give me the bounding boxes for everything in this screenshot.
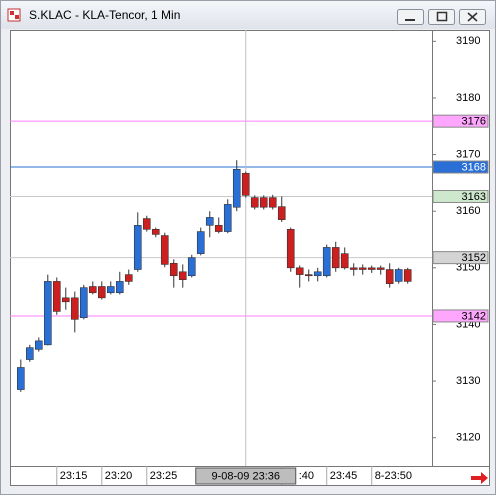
- close-button[interactable]: [459, 9, 486, 25]
- candle-body: [169, 262, 178, 277]
- price-level-badge: [432, 114, 489, 128]
- candle-body: [322, 247, 331, 277]
- price-level-label: 3152: [462, 252, 486, 264]
- candle-body: [232, 168, 241, 208]
- candle-body: [34, 340, 43, 350]
- candle-body: [214, 225, 223, 232]
- candle-body: [367, 267, 376, 270]
- candle-body: [151, 229, 160, 235]
- candle-body: [268, 197, 277, 208]
- candle-body: [187, 257, 196, 277]
- candle-body: [43, 281, 52, 346]
- candle-body: [79, 287, 88, 318]
- candle-body: [124, 274, 133, 282]
- x-tick-label: :40: [299, 470, 314, 482]
- candle-body: [403, 269, 412, 282]
- candle-body: [115, 281, 124, 294]
- candle-body: [16, 367, 25, 390]
- window-title: S.KLAC - KLA-Tencor, 1 Min: [29, 8, 180, 22]
- candle-body: [142, 218, 151, 230]
- candle-body: [358, 267, 367, 270]
- y-tick-label: 3190: [456, 35, 480, 47]
- candle-body: [250, 197, 259, 208]
- candle-body: [205, 217, 214, 226]
- candle-body: [61, 297, 70, 303]
- price-level-label: 3168: [462, 161, 486, 173]
- x-tick-label: 23:25: [150, 470, 178, 482]
- x-tick-label: 23:45: [330, 470, 358, 482]
- candle-body: [304, 274, 313, 277]
- crosshair-time-badge: [195, 467, 297, 485]
- y-tick-label: 3160: [456, 205, 480, 217]
- candle-body: [25, 347, 34, 360]
- candle-body: [178, 271, 187, 281]
- y-tick-label: 3180: [456, 92, 480, 104]
- candle-body: [394, 269, 403, 282]
- price-level-label: 3176: [462, 116, 486, 128]
- maximize-button[interactable]: [428, 9, 455, 25]
- candle-body: [313, 271, 322, 277]
- candle-body: [295, 267, 304, 275]
- candle-body: [160, 235, 169, 265]
- price-level-badge: [432, 251, 489, 265]
- candle-body: [70, 297, 79, 320]
- y-tick-label: 3150: [456, 262, 480, 274]
- candle-body: [286, 229, 295, 269]
- price-level-badge: [432, 160, 489, 174]
- minimize-button[interactable]: [397, 9, 424, 25]
- app-icon: [7, 8, 21, 22]
- candle-body: [385, 269, 394, 284]
- price-level-badge: [432, 309, 489, 323]
- price-level-label: 3142: [462, 310, 486, 322]
- crosshair-time-label: 9-08-09 23:36: [211, 470, 280, 482]
- candle-body: [376, 267, 385, 270]
- candle-body: [331, 247, 340, 269]
- x-tick-label: 23:15: [60, 470, 88, 482]
- price-level-label: 3163: [462, 191, 486, 203]
- candle-body: [277, 206, 286, 220]
- y-tick-label: 3130: [456, 375, 480, 387]
- x-tick-label: 8-23:50: [375, 470, 412, 482]
- x-tick-label: 23:20: [105, 470, 133, 482]
- candle-body: [259, 197, 268, 208]
- candle-body: [88, 286, 97, 294]
- candle-body: [349, 267, 358, 270]
- price-level-badge: [432, 189, 489, 203]
- candle-body: [97, 286, 106, 299]
- candle-body: [241, 172, 250, 196]
- y-tick-label: 3120: [456, 432, 480, 444]
- y-tick-label: 3170: [456, 148, 480, 160]
- candle-body: [340, 253, 349, 269]
- candle-body: [52, 281, 61, 312]
- candle-body: [196, 231, 205, 254]
- candle-body: [133, 225, 142, 270]
- candle-body: [106, 286, 115, 294]
- candle-body: [223, 204, 232, 232]
- scroll-right-arrow[interactable]: [471, 472, 488, 484]
